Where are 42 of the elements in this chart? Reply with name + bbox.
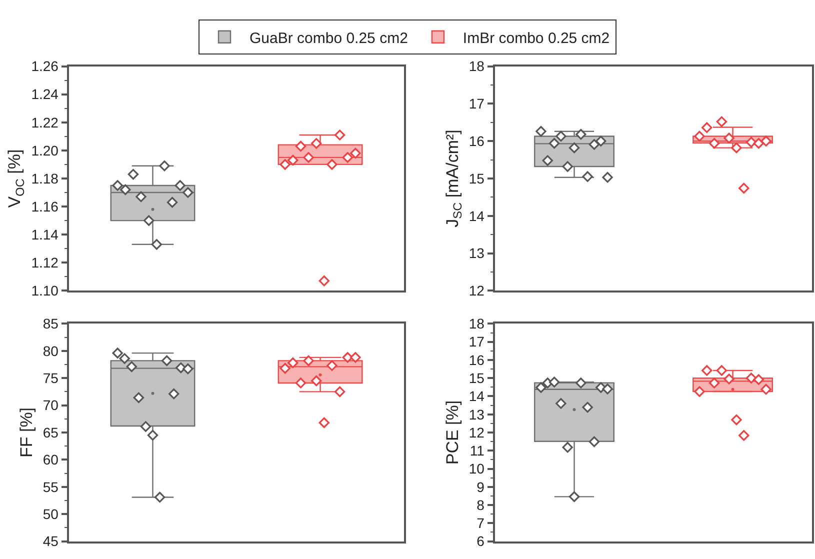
y-tick-label: 18 xyxy=(468,316,485,332)
y-tick-label: 17 xyxy=(468,334,485,350)
y-tick-label: 12 xyxy=(468,424,485,440)
y-tick-label: 11 xyxy=(470,442,485,459)
y-tick-label: 1.24 xyxy=(31,86,59,102)
y-tick-label: 80 xyxy=(42,342,59,359)
y-tick-label: 1.12 xyxy=(31,254,59,271)
y-tick-label: 8 xyxy=(476,496,485,513)
y-tick-label: 17 xyxy=(468,96,485,112)
y-tick-label: 70 xyxy=(42,397,59,414)
y-tick-label: 55 xyxy=(42,478,59,495)
y-tick-label: 50 xyxy=(42,506,59,522)
y-tick-label: 45 xyxy=(42,533,59,550)
legend-label: ImBr combo 0.25 cm2 xyxy=(462,30,610,47)
y-tick-label: 15 xyxy=(468,370,485,386)
y-tick-label: 10 xyxy=(468,460,485,477)
y-tick-label: 6 xyxy=(476,533,485,550)
y-tick-label: 16 xyxy=(468,132,485,149)
y-tick-label: 1.26 xyxy=(31,58,59,74)
y-tick-label: 75 xyxy=(42,370,59,386)
y-tick-label: 15 xyxy=(468,170,485,186)
y-tick-label: 1.18 xyxy=(31,170,59,186)
y-tick-label: 9 xyxy=(476,478,485,495)
y-tick-label: 16 xyxy=(468,352,485,368)
y-tick-label: 13 xyxy=(468,245,485,262)
y-tick-label: 85 xyxy=(42,316,59,332)
y-tick-label: 12 xyxy=(468,282,485,299)
y-tick-label: 1.16 xyxy=(31,198,59,214)
y-tick-label: 14 xyxy=(468,208,485,224)
y-tick-label: 1.14 xyxy=(31,226,59,242)
y-tick-label: 1.22 xyxy=(31,114,59,130)
y-tick-label: 1.10 xyxy=(31,282,59,299)
y-axis-title: FF [%] xyxy=(16,407,36,458)
legend-label: GuaBr combo 0.25 cm2 xyxy=(250,30,408,47)
y-axis-title: PCE [%] xyxy=(442,400,462,465)
y-tick-label: 7 xyxy=(476,515,485,532)
y-tick-label: 14 xyxy=(468,388,485,404)
y-tick-label: 13 xyxy=(468,406,485,422)
y-tick-label: 1.20 xyxy=(31,142,59,158)
y-tick-label: 18 xyxy=(468,58,485,74)
y-tick-label: 65 xyxy=(42,424,59,440)
y-tick-label: 60 xyxy=(42,452,59,468)
